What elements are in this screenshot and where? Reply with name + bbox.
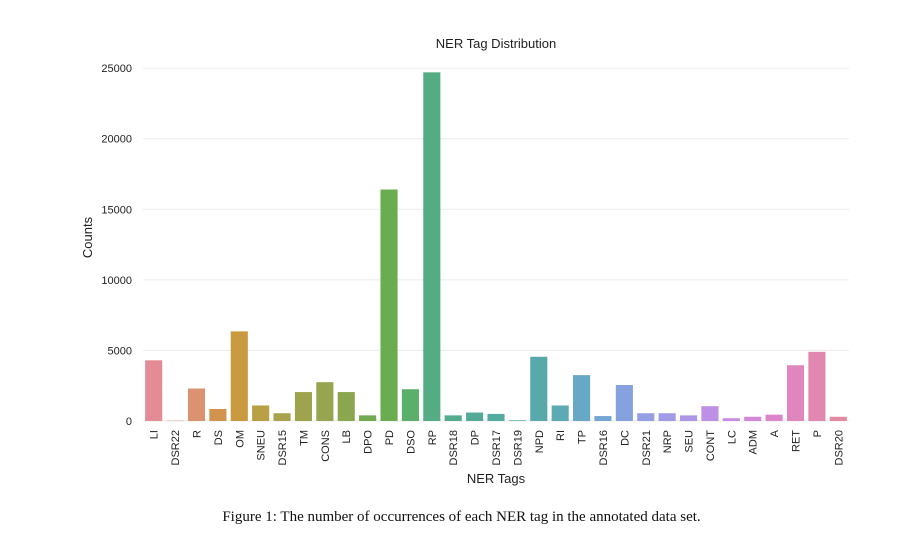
x-tick-label: DSR19 (512, 430, 524, 465)
bar-dsr20 (829, 416, 847, 421)
bar-lb (337, 392, 355, 421)
figure-caption: Figure 1: The number of occurrences of e… (222, 509, 701, 525)
y-tick-label: 20000 (101, 134, 132, 146)
x-tick-label: RI (555, 430, 567, 441)
x-tick-label: DSR20 (833, 430, 845, 465)
x-tick-label: CONS (320, 430, 332, 462)
bars-layer (145, 72, 847, 421)
x-axis-label: NER Tags (467, 471, 526, 486)
bar-p (808, 351, 826, 421)
x-tick-label: SEU (684, 430, 696, 453)
y-tick-label: 25000 (101, 63, 132, 75)
x-tick-label: TP (577, 430, 589, 444)
y-tick-label: 10000 (101, 275, 132, 287)
x-tick-label: P (812, 430, 824, 437)
bar-dsr18 (444, 415, 462, 421)
x-tick-label: SNEU (256, 430, 268, 461)
bar-dsr16 (594, 416, 612, 421)
bar-a (765, 414, 783, 421)
grid-layer (143, 54, 849, 422)
x-tick-label: PD (384, 430, 396, 445)
bar-nrp (658, 413, 676, 421)
bar-ret (786, 365, 805, 421)
x-tick-label: DPO (363, 430, 375, 454)
bar-li (145, 360, 163, 421)
x-tick-label: DSR21 (641, 430, 653, 465)
x-tick-label: R (191, 430, 203, 438)
bar-tm (294, 392, 313, 421)
bar-dso (401, 389, 419, 421)
bar-cont (701, 406, 719, 421)
x-tick-label: NPD (534, 430, 546, 453)
x-tick-label: DS (213, 430, 225, 445)
x-tick-label: RP (427, 430, 439, 445)
bar-dsr21 (637, 413, 655, 421)
x-tick-label: DSR15 (277, 430, 289, 465)
x-tick-label: DP (470, 430, 482, 445)
y-tick-labels: 0 5000 10000 15000 20000 25000 (101, 63, 132, 428)
bar-ri (551, 405, 569, 421)
y-tick-label: 5000 (108, 345, 132, 357)
bar-cons (316, 382, 334, 421)
bar-ds (209, 409, 227, 421)
x-tick-label: A (769, 429, 781, 437)
x-tick-label: DSR18 (448, 430, 460, 465)
bar-lc (722, 418, 740, 421)
bar-tp (573, 375, 591, 421)
bar-dc (615, 385, 633, 421)
x-tick-label: NRP (662, 430, 674, 453)
chart-title: NER Tag Distribution (436, 36, 556, 51)
plot-area (143, 54, 849, 421)
x-tick-label: TM (298, 430, 310, 446)
bar-om (230, 331, 248, 421)
bar-seu (679, 415, 698, 421)
x-tick-label: DC (619, 430, 631, 446)
x-tick-label: DSR16 (598, 430, 610, 465)
bar-rp (423, 72, 441, 421)
bar-npd (530, 356, 548, 421)
bar-r (187, 388, 206, 421)
bar-dp (466, 412, 484, 421)
x-tick-label: ADM (748, 430, 760, 454)
x-tick-label: DSR22 (170, 430, 182, 465)
bar-pd (380, 189, 398, 421)
x-tick-label: OM (234, 430, 246, 448)
y-tick-label: 0 (126, 416, 132, 428)
bar-adm (744, 416, 762, 421)
bar-dsr15 (273, 413, 291, 421)
bar-sneu (252, 405, 270, 421)
x-tick-label: LI (149, 430, 161, 439)
y-axis-label: Counts (80, 216, 95, 258)
x-tick-label: LC (726, 430, 738, 444)
x-tick-label: DSO (405, 430, 417, 454)
x-tick-labels: LI DSR22 R DS OM SNEU DSR15 TM CONS LB DPO PD DSO RP D… (149, 429, 846, 465)
x-tick-label: LB (341, 430, 353, 443)
x-tick-label: CONT (705, 430, 717, 461)
x-tick-label: DSR17 (491, 430, 503, 465)
bar-dsr19 (508, 420, 526, 421)
y-tick-label: 15000 (101, 204, 132, 216)
bar-dsr17 (487, 413, 505, 421)
bar-dpo (359, 415, 377, 421)
x-tick-label: RET (791, 430, 803, 452)
